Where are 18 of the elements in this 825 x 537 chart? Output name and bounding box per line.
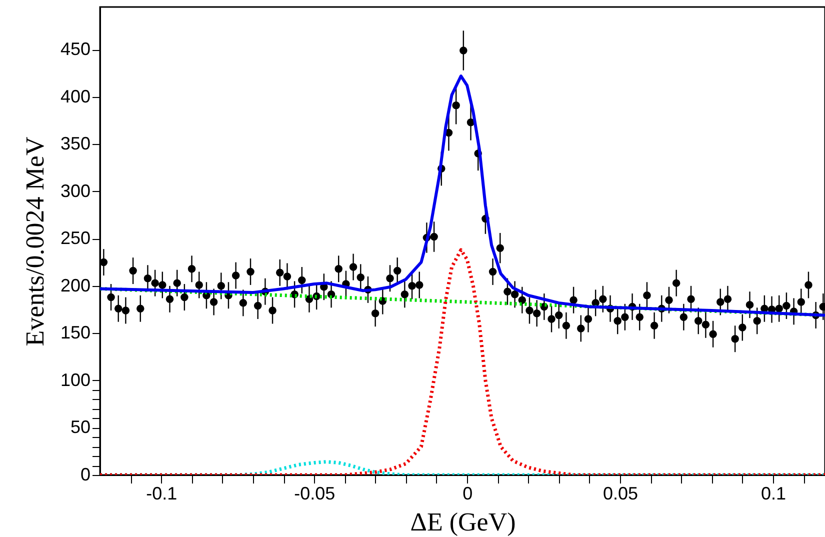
y-tick-label: 250: [60, 228, 90, 248]
y-axis-title: Events/0.0024 MeV: [20, 136, 50, 346]
x-tick-label: 0.05: [603, 484, 638, 504]
x-tick-label: 0.1: [760, 484, 786, 504]
y-tick-label: 150: [60, 322, 90, 343]
y-tick-label: 200: [60, 275, 90, 296]
x-axis-title: ΔE (GeV): [410, 508, 516, 536]
y-tick-label: 350: [60, 134, 90, 154]
y-tick-label: 50: [70, 417, 90, 438]
y-tick-label: 0: [80, 464, 90, 484]
line-series: [100, 74, 825, 317]
x-tick-label: -0.1: [146, 484, 178, 504]
y-tick-label: 300: [60, 180, 90, 201]
x-tick-label: 0: [462, 484, 473, 504]
x-tick-label: -0.05: [294, 484, 336, 504]
y-tick-label: 400: [60, 86, 90, 106]
y-tick-label: 100: [60, 370, 90, 390]
y-tick-label: 450: [60, 39, 90, 60]
